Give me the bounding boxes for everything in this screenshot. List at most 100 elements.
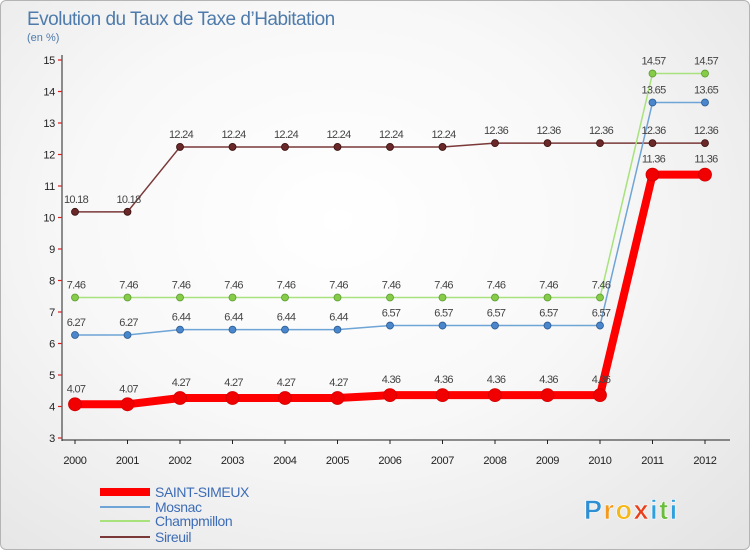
data-label-champmillon: 14.57 bbox=[641, 56, 666, 68]
data-point-sireuil bbox=[176, 143, 184, 151]
data-label-sireuil: 12.24 bbox=[431, 129, 456, 141]
data-point-saint-simeux bbox=[593, 388, 607, 403]
data-label-saint-simeux: 11.36 bbox=[642, 154, 666, 166]
data-label-champmillon: 7.46 bbox=[172, 280, 191, 292]
y-tick-label: 4 bbox=[49, 402, 55, 414]
data-point-saint-simeux bbox=[330, 391, 345, 405]
data-point-champmillon bbox=[176, 293, 184, 302]
y-tick-label: 6 bbox=[49, 339, 55, 351]
data-label-saint-simeux: 4.36 bbox=[592, 374, 611, 386]
data-point-sireuil bbox=[333, 143, 342, 151]
data-point-mosnac bbox=[281, 325, 289, 334]
data-point-mosnac bbox=[228, 325, 237, 334]
data-label-sireuil: 12.36 bbox=[484, 125, 509, 137]
y-tick-label: 7 bbox=[49, 307, 55, 319]
data-point-mosnac bbox=[491, 321, 499, 330]
data-label-mosnac: 6.44 bbox=[172, 312, 191, 324]
data-point-sireuil bbox=[386, 143, 394, 151]
data-point-champmillon bbox=[281, 293, 289, 302]
data-point-mosnac bbox=[543, 321, 552, 330]
data-label-sireuil: 12.36 bbox=[589, 125, 614, 137]
data-label-mosnac: 6.57 bbox=[487, 308, 506, 320]
legend-item: Champmillon bbox=[100, 513, 233, 529]
y-tick-label: 11 bbox=[44, 181, 55, 193]
data-point-mosnac bbox=[701, 98, 709, 107]
data-point-saint-simeux bbox=[698, 167, 712, 182]
x-tick-label: 2011 bbox=[641, 455, 664, 467]
data-label-mosnac: 6.27 bbox=[67, 317, 86, 329]
data-label-sireuil: 12.24 bbox=[169, 129, 194, 141]
logo-letter: x bbox=[634, 495, 651, 525]
data-label-sireuil: 12.24 bbox=[379, 129, 404, 141]
data-point-mosnac bbox=[596, 321, 604, 330]
data-label-champmillon: 7.46 bbox=[329, 280, 348, 292]
x-tick-label: 2005 bbox=[326, 455, 349, 467]
data-point-saint-simeux bbox=[645, 167, 660, 182]
series-mosnac bbox=[71, 98, 709, 339]
y-tick-label: 14 bbox=[43, 87, 55, 99]
data-point-saint-simeux bbox=[173, 391, 187, 405]
x-tick-label: 2008 bbox=[483, 455, 506, 467]
x-tick-label: 2001 bbox=[116, 455, 139, 467]
data-label-saint-simeux: 4.36 bbox=[539, 374, 558, 386]
data-label-sireuil: 12.24 bbox=[221, 129, 246, 141]
data-point-mosnac bbox=[386, 321, 394, 330]
x-tick-label: 2009 bbox=[536, 455, 559, 467]
legend-label: SAINT-SIMEUX bbox=[155, 484, 250, 500]
data-point-champmillon bbox=[123, 293, 132, 302]
data-point-champmillon bbox=[701, 69, 709, 78]
data-label-champmillon: 7.46 bbox=[382, 280, 401, 292]
data-point-champmillon bbox=[438, 293, 447, 302]
data-point-mosnac bbox=[438, 321, 447, 330]
data-point-sireuil bbox=[491, 139, 499, 148]
data-label-mosnac: 6.44 bbox=[224, 312, 243, 324]
x-tick-label: 2010 bbox=[588, 455, 611, 467]
data-point-saint-simeux bbox=[540, 388, 555, 403]
data-point-sireuil bbox=[71, 207, 79, 216]
data-point-sireuil bbox=[596, 139, 604, 148]
legend-item: Sireuil bbox=[100, 529, 192, 545]
data-point-champmillon bbox=[491, 293, 499, 302]
data-label-champmillon: 7.46 bbox=[67, 280, 86, 292]
data-point-saint-simeux bbox=[68, 397, 82, 412]
data-label-saint-simeux: 4.27 bbox=[172, 377, 191, 389]
series-lines bbox=[68, 69, 712, 412]
series-champmillon bbox=[71, 69, 709, 302]
data-label-mosnac: 13.65 bbox=[641, 85, 666, 97]
legend-label: Mosnac bbox=[155, 499, 202, 515]
data-label-sireuil: 12.36 bbox=[536, 125, 561, 137]
data-label-sireuil: 10.18 bbox=[64, 194, 89, 206]
data-label-champmillon: 7.46 bbox=[487, 280, 506, 292]
data-label-champmillon: 7.46 bbox=[119, 280, 138, 292]
data-label-mosnac: 6.57 bbox=[434, 308, 453, 320]
data-label-saint-simeux: 11.36 bbox=[694, 154, 718, 166]
series-saint-simeux bbox=[68, 167, 712, 412]
legend-item: Mosnac bbox=[100, 499, 202, 515]
data-label-sireuil: 10.18 bbox=[116, 194, 141, 206]
data-label-mosnac: 6.57 bbox=[382, 308, 401, 320]
data-point-saint-simeux bbox=[120, 397, 135, 412]
data-label-saint-simeux: 4.07 bbox=[119, 383, 138, 395]
legend-item: SAINT-SIMEUX bbox=[100, 484, 250, 500]
logo-letter: t bbox=[659, 495, 670, 525]
data-point-mosnac bbox=[123, 331, 132, 339]
data-point-mosnac bbox=[71, 331, 79, 339]
data-label-mosnac: 6.44 bbox=[329, 312, 348, 324]
data-label-sireuil: 12.24 bbox=[326, 129, 351, 141]
data-label-champmillon: 7.46 bbox=[592, 280, 611, 292]
data-point-saint-simeux bbox=[225, 391, 240, 405]
series-line-champmillon bbox=[74, 72, 706, 299]
data-label-champmillon: 7.46 bbox=[539, 280, 558, 292]
data-point-sireuil bbox=[281, 143, 289, 151]
data-label-mosnac: 6.57 bbox=[539, 308, 558, 320]
data-point-saint-simeux bbox=[383, 388, 397, 403]
chart-subtitle: (en %) bbox=[27, 32, 59, 44]
data-point-mosnac bbox=[648, 98, 657, 107]
data-point-champmillon bbox=[333, 293, 342, 302]
data-point-champmillon bbox=[228, 293, 237, 302]
data-point-sireuil bbox=[123, 207, 132, 216]
data-label-champmillon: 7.46 bbox=[277, 280, 296, 292]
